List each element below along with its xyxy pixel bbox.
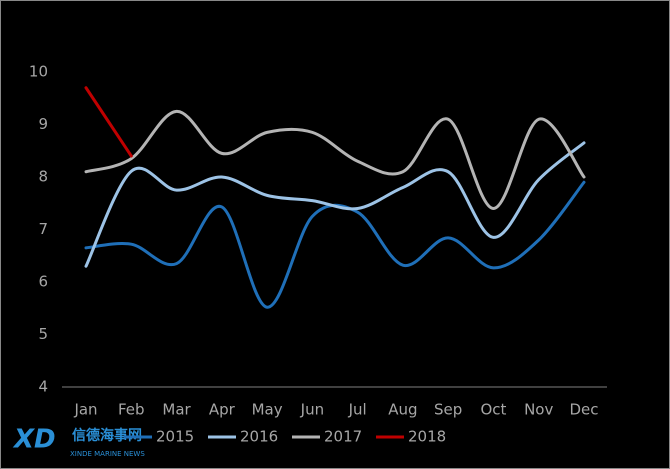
x-tick-label: Sep [434,401,462,419]
watermark-logo: XD [12,425,56,455]
x-tick-label: Feb [118,401,145,419]
watermark-subtitle: XINDE MARINE NEWS [70,450,145,458]
legend-label: 2018 [408,428,446,446]
x-tick-label: Mar [162,401,191,419]
series-line [84,141,586,268]
watermark-name: 信德海事网 [72,427,142,444]
legend-label: 2015 [156,428,194,446]
series-line [84,180,586,309]
legend-label: 2017 [324,428,362,446]
x-tick-label: Aug [388,401,417,419]
x-tick-label: May [252,401,283,419]
x-tick-label: Jan [73,401,97,419]
series-line [84,86,133,158]
y-tick-label: 6 [38,273,48,291]
series-line [84,109,586,211]
x-tick-label: Nov [524,401,553,419]
y-tick-label: 7 [38,220,48,238]
y-tick-label: 4 [38,378,48,396]
x-tick-label: Jul [348,401,367,419]
x-tick-label: Dec [569,401,598,419]
x-tick-label: Apr [209,401,236,419]
x-tick-label: Jun [300,401,324,419]
legend-label: 2016 [240,428,278,446]
y-tick-label: 5 [38,325,48,343]
x-tick-label: Oct [480,401,506,419]
y-tick-label: 9 [38,115,48,133]
y-tick-label: 10 [29,63,48,81]
y-tick-label: 8 [38,168,48,186]
